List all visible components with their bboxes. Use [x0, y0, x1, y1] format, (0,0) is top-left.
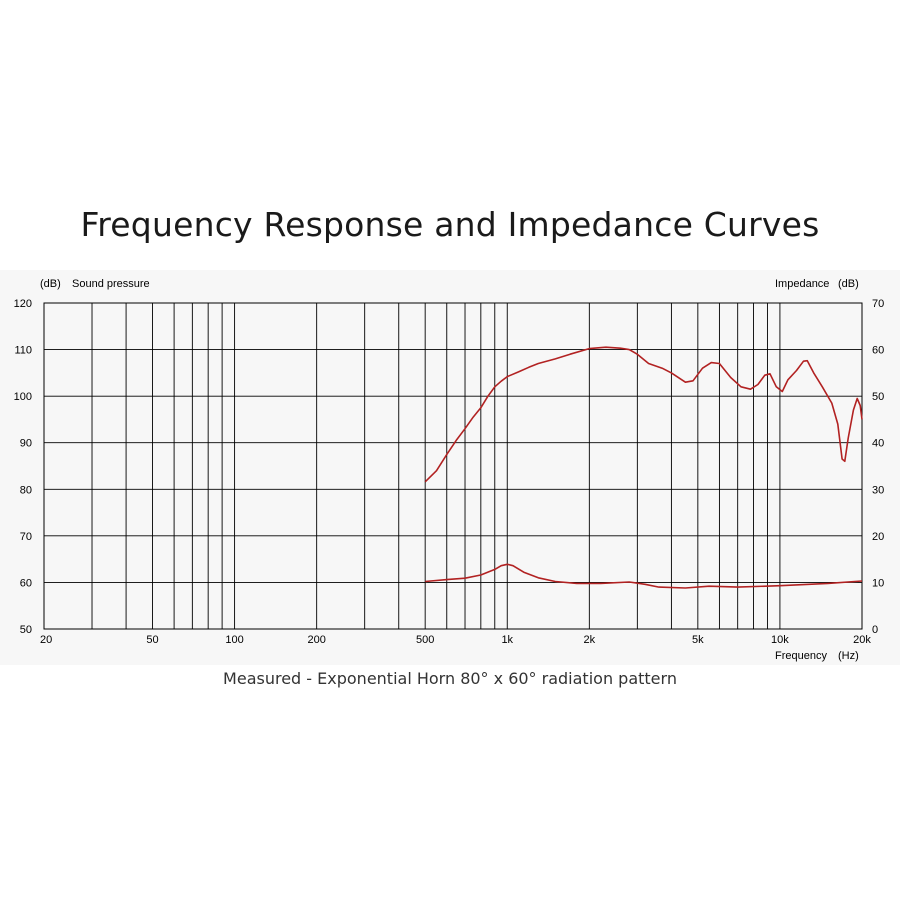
- x-tick-label: 5k: [692, 634, 704, 646]
- x-axis-label: Frequency: [775, 650, 827, 662]
- series-layer: [424, 346, 863, 589]
- frequency-response-chart: (dB) Sound pressure Impedance (dB) Frequ…: [0, 270, 900, 665]
- right-tick-label: 20: [872, 531, 884, 543]
- x-tick-label: 500: [416, 634, 434, 646]
- impedance-curve: [425, 563, 863, 589]
- right-axis-unit: (dB): [838, 278, 859, 290]
- grid-lines: [44, 303, 862, 629]
- x-tick-label: 1k: [501, 634, 513, 646]
- left-tick-label: 120: [14, 298, 32, 310]
- x-tick-label: 2k: [584, 634, 596, 646]
- x-tick-label: 20: [40, 634, 52, 646]
- tick-labels: 50 60 70 80 90 100 110 120 0 10 20 30 40 50 60 70 20 50 10…: [14, 298, 885, 646]
- sound-pressure-curve: [424, 346, 863, 483]
- left-tick-label: 50: [20, 624, 32, 636]
- x-tick-label: 100: [225, 634, 243, 646]
- left-tick-label: 100: [14, 391, 32, 403]
- left-tick-label: 110: [14, 345, 32, 357]
- plot-frame: [43, 302, 863, 630]
- left-tick-label: 90: [20, 438, 32, 450]
- x-tick-label: 10k: [771, 634, 789, 646]
- chart-caption: Measured - Exponential Horn 80° x 60° ra…: [223, 669, 677, 688]
- left-tick-label: 70: [20, 531, 32, 543]
- right-tick-label: 10: [872, 577, 884, 589]
- right-tick-label: 60: [872, 345, 884, 357]
- left-tick-label: 80: [20, 484, 32, 496]
- x-tick-label: 50: [146, 634, 158, 646]
- left-axis-unit: (dB): [40, 278, 61, 290]
- right-tick-label: 0: [872, 624, 878, 636]
- chart-title: Frequency Response and Impedance Curves: [80, 205, 820, 244]
- right-tick-label: 70: [872, 298, 884, 310]
- chart-svg: (dB) Sound pressure Impedance (dB) Frequ…: [14, 278, 885, 662]
- right-tick-label: 50: [872, 391, 884, 403]
- left-tick-label: 60: [20, 577, 32, 589]
- right-axis-label: Impedance: [775, 278, 829, 290]
- x-axis-unit: (Hz): [838, 650, 859, 662]
- left-axis-label: Sound pressure: [72, 278, 150, 290]
- right-tick-label: 30: [872, 484, 884, 496]
- x-tick-label: 20k: [853, 634, 871, 646]
- x-tick-label: 200: [307, 634, 325, 646]
- axis-labels: (dB) Sound pressure Impedance (dB) Frequ…: [40, 278, 859, 662]
- right-tick-label: 40: [872, 438, 884, 450]
